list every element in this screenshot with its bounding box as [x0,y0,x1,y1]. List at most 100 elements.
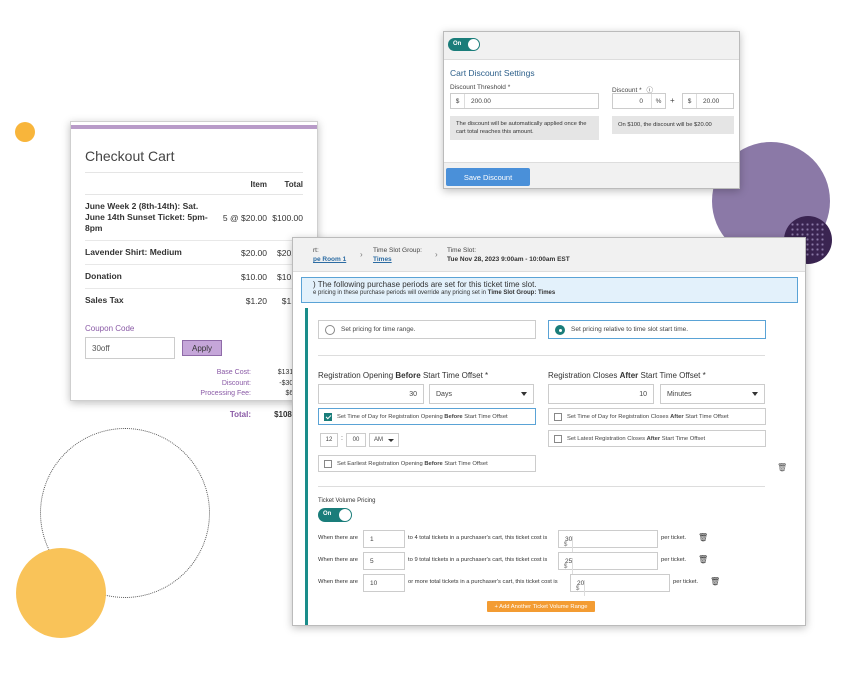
save-discount-button[interactable]: Save Discount [446,168,530,186]
hour-input[interactable]: 12 [320,433,338,447]
cart-row-item: $10.00 [241,271,267,282]
chevron-right-icon: › [360,250,363,259]
pricing-body: Set pricing for time range. Set pricing … [305,308,801,625]
total-label: Total: [229,409,251,419]
col-total: Total [284,180,303,189]
total-value: $108.07 [274,409,303,419]
percent-suffix: % [651,94,665,108]
info-icon[interactable]: ⓘ [646,87,653,94]
cart-row: Sales Tax $1.20 $1.20 [85,289,303,312]
cart-row: June Week 2 (8th-14th): Sat. June 14th S… [85,195,303,241]
cart-title: Checkout Cart [85,148,303,173]
radio-time-range[interactable]: Set pricing for time range. [318,320,536,339]
closing-offset-label: Registration Closes After Start Time Off… [548,371,706,380]
cart-discount-panel: On Cart Discount Settings Discount Thres… [443,31,740,189]
checkbox-checked-icon [324,412,332,421]
apply-coupon-button[interactable]: Apply [182,340,222,356]
threshold-value: 200.00 [471,97,491,105]
caret-down-icon [388,438,394,442]
volume-count-input[interactable]: 5 [363,552,405,570]
checkout-cart-panel: Checkout Cart Item Total June Week 2 (8t… [70,121,318,419]
chk-earliest-opening[interactable]: Set Earliest Registration Opening Before… [318,455,536,472]
cart-row-item: 5 @ $20.00 [222,212,267,223]
volume-price-input[interactable]: $30 [558,530,658,552]
processing-fee-label: Processing Fee: [200,390,251,397]
radio-relative-start[interactable]: Set pricing relative to time slot start … [548,320,766,339]
ampm-select[interactable]: AM [369,433,399,447]
time-slot-value: Tue Nov 28, 2023 9:00am - 10:00am EST [447,256,570,263]
discount-label: Discount: [221,379,251,387]
radio-selected-icon [555,324,565,335]
checkbox-icon [324,459,332,468]
cart-row-total: $20.00 [277,247,303,258]
time-colon: : [341,435,343,442]
cart-row-item: $20.00 [241,247,267,258]
caret-down-icon [752,392,758,396]
time-slot-pricing-panel: rt: pe Room 1 › Time Slot Group: Times ›… [292,237,806,626]
col-item: Item [250,180,267,189]
ticket-volume-label: Ticket Volume Pricing [318,498,376,504]
breadcrumb-link-room[interactable]: pe Room 1 [313,256,347,263]
cart-row-total: $100.00 [272,212,303,223]
dotted-circle-decoration [40,428,210,598]
dollar-prefix: $ [451,94,465,108]
volume-price-input[interactable]: $20 [570,574,670,596]
checkbox-icon [554,434,562,443]
coupon-label: Coupon Code [85,324,135,333]
closing-unit-select[interactable]: Minutes [660,384,765,404]
trash-icon[interactable]: 🗑 [710,577,721,586]
threshold-note: The discount will be automatically appli… [450,116,599,140]
volume-range-row: When there are 5 to 9 total tickets in a… [318,552,798,574]
trash-icon[interactable]: 🗑 [698,555,709,564]
opening-unit-select[interactable]: Days [429,384,534,404]
volume-range-row: When there are 10 or more total tickets … [318,574,798,596]
volume-price-input[interactable]: $25 [558,552,658,574]
cart-row-item: $1.20 [245,295,267,306]
threshold-input[interactable]: $ 200.00 [450,93,599,109]
cart-header-row: Item Total [85,173,303,195]
caret-down-icon [521,392,527,396]
orange-dot-decoration [15,122,35,142]
volume-range-row: When there are 1 to 4 total tickets in a… [318,530,798,552]
cart-row: Lavender Shirt: Medium $20.00 $20.00 [85,241,303,265]
cart-discount-title: Cart Discount Settings [450,68,535,78]
closing-offset-input[interactable]: 10 [548,384,654,404]
chk-time-of-day-closing[interactable]: Set Time of Day for Registration Closes … [548,408,766,425]
checkbox-icon [554,412,562,421]
dollar-prefix: $ [683,94,697,108]
discount-note: On $100, the discount will be $20.00 [612,116,734,134]
opening-offset-input[interactable]: 30 [318,384,424,404]
discount-dollar-value: 20.00 [703,97,720,105]
percent-input[interactable]: 0 % [612,93,666,109]
discount-amount-label: Discount * ⓘ [612,87,653,94]
breadcrumb: rt: pe Room 1 › Time Slot Group: Times ›… [293,238,805,272]
cart-row-name: Lavender Shirt: Medium [85,247,182,257]
discount-value: -$30.00 [251,379,303,390]
cart-row-name: Sales Tax [85,295,124,305]
breadcrumb-link-times[interactable]: Times [373,256,392,263]
cart-row-name: June Week 2 (8th-14th): Sat. June 14th S… [85,201,208,233]
ticket-volume-toggle[interactable]: On [318,508,352,522]
chk-latest-closing[interactable]: Set Latest Registration Closes After Sta… [548,430,766,447]
yellow-circle-decoration [16,548,106,638]
add-volume-range-button[interactable]: + Add Another Ticket Volume Range [487,601,595,612]
threshold-label: Discount Threshold * [450,84,511,91]
volume-count-input[interactable]: 1 [363,530,405,548]
plus-sign: + [670,96,675,105]
base-cost-label: Base Cost: [216,369,251,376]
trash-icon[interactable]: 🗑 [698,533,709,542]
percent-value: 0 [639,97,643,105]
cart-row: Donation $10.00 $10.00 [85,265,303,289]
chk-time-of-day-opening[interactable]: Set Time of Day for Registration Opening… [318,408,536,425]
cart-summary: Base Cost: $131.20 Discount:-$30.00 Proce… [85,368,303,419]
discount-dollar-input[interactable]: $ 20.00 [682,93,734,109]
discount-toggle[interactable]: On [448,38,480,51]
trash-icon[interactable]: 🗑 [777,463,788,472]
radio-icon [325,324,335,335]
minute-input[interactable]: 00 [346,433,366,447]
volume-count-input[interactable]: 10 [363,574,405,592]
cart-row-name: Donation [85,271,122,281]
coupon-input[interactable] [85,337,175,359]
opening-offset-label: Registration Opening Before Start Time O… [318,371,489,380]
base-cost-value: $131.20 [277,369,303,376]
